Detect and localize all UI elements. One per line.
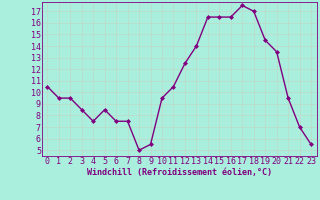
X-axis label: Windchill (Refroidissement éolien,°C): Windchill (Refroidissement éolien,°C) — [87, 168, 272, 177]
